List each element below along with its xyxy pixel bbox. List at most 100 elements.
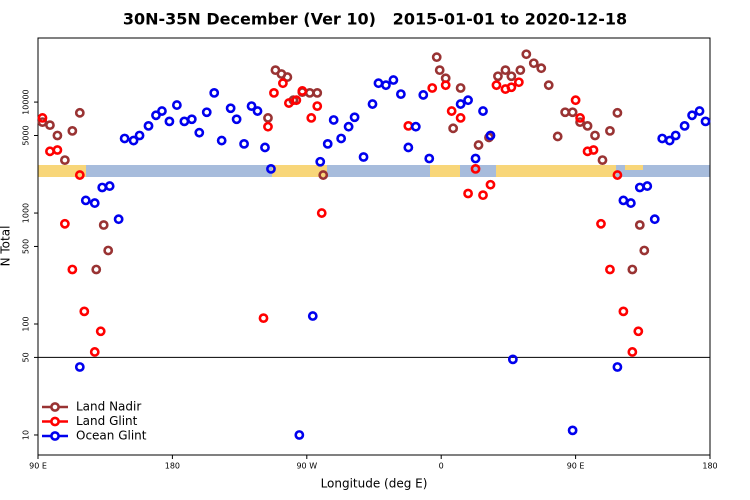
land-band <box>625 165 643 170</box>
point <box>258 313 269 324</box>
point <box>52 145 63 155</box>
point <box>216 135 227 146</box>
point <box>328 115 339 125</box>
point <box>536 63 547 74</box>
land-band <box>430 165 460 177</box>
point <box>157 106 167 116</box>
point <box>67 264 78 275</box>
x-tick-label: 0 <box>439 462 444 471</box>
point <box>119 133 130 144</box>
point <box>634 182 645 193</box>
point <box>418 90 429 100</box>
point <box>570 95 581 106</box>
point <box>37 117 48 128</box>
point <box>552 131 563 142</box>
point <box>470 153 481 164</box>
point <box>104 181 115 191</box>
point <box>440 80 451 91</box>
point <box>201 107 212 118</box>
point <box>395 89 406 100</box>
point <box>431 52 442 63</box>
point <box>634 220 645 230</box>
point <box>171 100 182 110</box>
point <box>427 83 438 93</box>
point <box>74 170 85 180</box>
point <box>128 135 139 146</box>
point <box>381 80 391 91</box>
point <box>336 133 347 144</box>
y-tick-label: 50 <box>22 352 31 362</box>
point <box>588 145 599 155</box>
y-axis-label: N Total <box>0 226 13 267</box>
point <box>367 99 378 109</box>
point <box>97 182 108 193</box>
y-tick-label: 10000 <box>22 89 31 114</box>
point <box>410 121 421 132</box>
point <box>463 95 473 106</box>
point <box>269 87 279 98</box>
point <box>596 218 606 229</box>
point <box>278 78 288 89</box>
land-band <box>272 165 327 177</box>
point <box>266 163 276 174</box>
point <box>493 71 503 82</box>
legend-label: Land Nadir <box>76 400 141 414</box>
point <box>597 155 608 166</box>
point <box>582 121 593 131</box>
point <box>252 106 263 116</box>
series <box>37 49 650 275</box>
point <box>343 121 354 132</box>
point <box>500 65 511 76</box>
point <box>670 130 681 141</box>
point <box>45 120 55 131</box>
point <box>282 72 293 82</box>
point <box>664 135 675 146</box>
point <box>506 82 517 93</box>
point <box>312 87 323 98</box>
point <box>446 106 457 116</box>
point <box>473 140 484 150</box>
x-tick-label: 180 <box>702 462 717 471</box>
point <box>612 362 623 372</box>
point <box>294 430 305 440</box>
legend-label: Land Glint <box>76 414 138 428</box>
point <box>37 113 48 123</box>
point <box>67 125 78 136</box>
x-axis-label: Longitude (deg E) <box>321 477 428 491</box>
point <box>358 152 369 162</box>
point <box>263 113 273 123</box>
point <box>239 138 249 149</box>
point <box>74 362 85 372</box>
point <box>513 77 524 88</box>
point <box>627 264 638 275</box>
point <box>312 101 323 111</box>
point <box>657 133 668 144</box>
point <box>528 58 539 69</box>
series <box>74 75 711 440</box>
point <box>246 101 257 111</box>
point <box>304 87 315 98</box>
point <box>74 107 85 118</box>
point <box>194 127 205 138</box>
point <box>627 347 638 357</box>
point <box>507 354 518 365</box>
point <box>455 99 466 109</box>
point <box>679 121 690 131</box>
point <box>575 117 585 128</box>
chart-title: 30N-35N December (Ver 10) 2015-01-01 to … <box>123 10 627 29</box>
land-ocean-strip <box>38 165 710 177</box>
point <box>231 114 242 125</box>
point <box>263 121 273 132</box>
point <box>455 113 466 123</box>
point <box>59 155 70 166</box>
point <box>89 347 100 357</box>
point <box>306 113 317 123</box>
point <box>515 65 526 76</box>
point <box>349 112 360 123</box>
point <box>448 123 459 134</box>
point <box>491 80 502 91</box>
x-tick-label: 90 W <box>296 462 317 471</box>
y-tick-label: 10 <box>22 430 31 440</box>
point <box>424 153 435 164</box>
